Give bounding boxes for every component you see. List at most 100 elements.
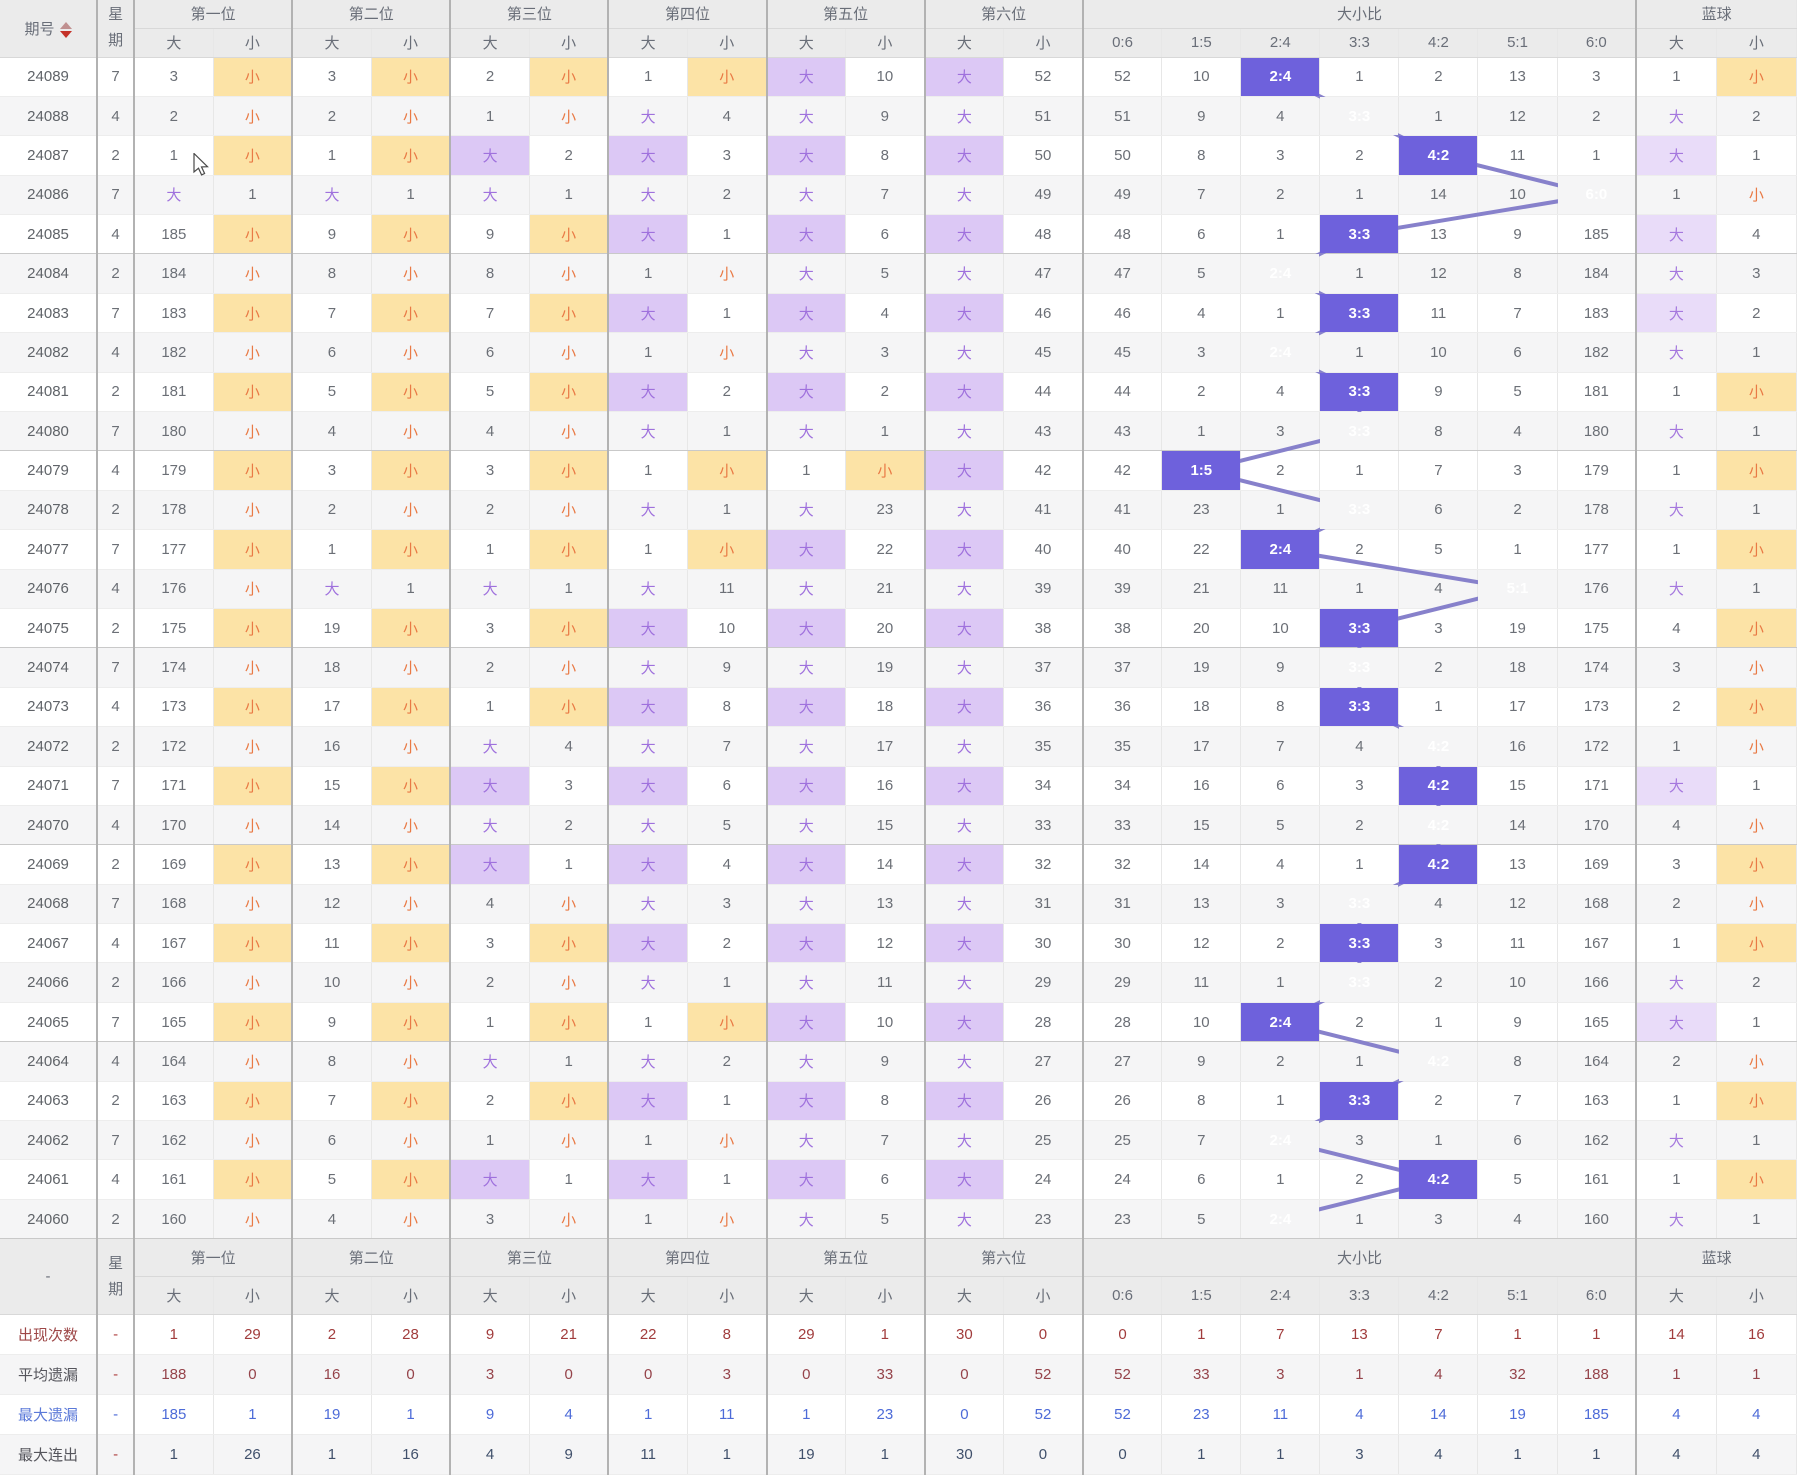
ratio-miss-cell: 22 — [1161, 529, 1242, 570]
big-col-header: 大 — [765, 28, 847, 58]
sort-arrows-icon[interactable] — [59, 21, 72, 38]
ratio-miss-cell: 10 — [1477, 175, 1558, 216]
ratio-miss-cell: 25 — [1081, 1120, 1163, 1161]
big-hit-cell: 大 — [291, 569, 372, 609]
summary-value-cell: 1 — [291, 1434, 372, 1475]
small-hit-cell: 小 — [213, 608, 293, 649]
summary-value-cell: 185 — [1557, 1394, 1637, 1436]
miss-count-cell: 1 — [529, 175, 609, 216]
blue-ball-section-header: 蓝球 — [1635, 0, 1797, 29]
ratio-miss-cell: 24 — [1081, 1159, 1163, 1200]
blue-big-hit-cell: 大 — [1635, 293, 1717, 334]
ratio-miss-cell: 31 — [1081, 884, 1163, 925]
week-cell: 7 — [96, 766, 135, 806]
big-hit-cell: 大 — [923, 57, 1005, 97]
blue-miss-cell: 1 — [1635, 450, 1717, 491]
miss-count-cell: 6 — [449, 332, 530, 373]
small-hit-cell: 小 — [371, 805, 451, 846]
summary-value-cell: 1 — [1635, 1354, 1717, 1396]
ratio-miss-cell: 1 — [1240, 214, 1321, 255]
ratio-miss-cell: 5 — [1477, 1159, 1558, 1200]
summary-value-cell: 0 — [607, 1354, 688, 1396]
miss-count-cell: 3 — [449, 608, 530, 649]
position-header-3: 第三位 — [449, 1238, 609, 1278]
blue-miss-cell: 1 — [1635, 726, 1717, 767]
miss-count-cell: 10 — [291, 962, 372, 1003]
miss-count-cell: 2 — [449, 962, 530, 1003]
issue-cell: 24071 — [0, 766, 98, 806]
miss-count-cell: 1 — [449, 1002, 530, 1043]
ratio-miss-cell: 16 — [1477, 726, 1558, 767]
ratio-miss-cell: 27 — [1081, 1041, 1163, 1082]
small-hit-cell: 小 — [213, 57, 293, 97]
big-hit-cell: 大 — [923, 490, 1005, 531]
blue-small-hit-cell: 小 — [1716, 647, 1797, 688]
small-col-header: 小 — [845, 1276, 926, 1316]
summary-value-cell: 4 — [1398, 1354, 1479, 1396]
miss-count-cell: 1 — [607, 253, 688, 294]
week-cell: 7 — [96, 1120, 135, 1161]
miss-count-cell: 26 — [1003, 1081, 1084, 1122]
blue-miss-cell: 1 — [1716, 1120, 1797, 1161]
miss-count-cell: 3 — [133, 57, 214, 97]
issue-cell: 24065 — [0, 1002, 98, 1043]
big-col-header: 大 — [133, 28, 214, 58]
big-hit-cell: 大 — [765, 1081, 847, 1122]
blue-big-hit-cell: 大 — [1635, 1120, 1717, 1161]
small-hit-cell: 小 — [687, 529, 768, 570]
ratio-miss-cell: 4 — [1240, 96, 1321, 137]
miss-count-cell: 163 — [133, 1081, 214, 1122]
big-col-header: 大 — [133, 1276, 214, 1316]
big-col-header: 大 — [449, 1276, 530, 1316]
small-hit-cell: 小 — [213, 450, 293, 491]
miss-count-cell: 21 — [845, 569, 926, 609]
table-row: 24079 4 179 小 3 小 3 小 1 小 1 小大 42 42 1:5 2 1 7 3 179 1 小 — [0, 450, 1797, 491]
small-hit-cell: 小 — [529, 490, 609, 531]
blue-big-hit-cell: 大 — [1635, 490, 1717, 531]
miss-count-cell: 8 — [687, 687, 768, 728]
miss-count-cell: 41 — [1003, 490, 1084, 531]
blue-small-hit-cell: 小 — [1716, 687, 1797, 728]
table-row: 24063 2 163 小 7 小 2 小大 1 大 8 大 26 26 8 1 3:3 2 7 163 1 小 — [0, 1081, 1797, 1122]
week-cell: 4 — [96, 96, 135, 137]
blue-big-hit-cell: 大 — [1635, 332, 1717, 373]
ratio-col-header: 2:4 — [1240, 1276, 1321, 1316]
blue-miss-cell: 1 — [1716, 411, 1797, 452]
miss-count-cell: 11 — [291, 923, 372, 964]
miss-count-cell: 45 — [1003, 332, 1084, 373]
ratio-miss-cell: 172 — [1557, 726, 1637, 767]
miss-count-cell: 22 — [845, 529, 926, 570]
miss-count-cell: 2 — [449, 1081, 530, 1122]
table-row: 24082 4 182 小 6 小 6 小 1 小大 3 大 45 45 3 2:4 1 10 6 182 大 1 — [0, 332, 1797, 373]
miss-count-cell: 2 — [133, 96, 214, 137]
miss-count-cell: 8 — [449, 253, 530, 294]
miss-count-cell: 8 — [291, 253, 372, 294]
small-hit-cell: 小 — [213, 844, 293, 885]
ratio-miss-cell: 47 — [1081, 253, 1163, 294]
blue-small-hit-cell: 小 — [1716, 884, 1797, 925]
summary-value-cell: 16 — [291, 1354, 372, 1396]
miss-count-cell: 34 — [1003, 766, 1084, 806]
small-col-header: 小 — [371, 1276, 451, 1316]
ratio-miss-cell: 2 — [1398, 57, 1479, 97]
ratio-hit-cell: 3:3 — [1319, 962, 1400, 1003]
table-row: 24076 4 176 小大 1 大 1 大 11 大 21 大 39 39 21 11 1 4 5:1 176 大 1 — [0, 569, 1797, 609]
big-hit-cell: 大 — [923, 96, 1005, 137]
miss-count-cell: 168 — [133, 884, 214, 925]
summary-value-cell: 9 — [449, 1314, 530, 1356]
summary-value-cell: 19 — [1477, 1394, 1558, 1436]
summary-value-cell: 29 — [213, 1314, 293, 1356]
issue-cell: 24067 — [0, 923, 98, 964]
big-hit-cell: 大 — [607, 608, 688, 649]
small-hit-cell: 小 — [213, 805, 293, 846]
table-row: 24084 2 184 小 8 小 8 小 1 小大 5 大 47 47 5 2:4 1 12 8 184 大 3 — [0, 253, 1797, 294]
ratio-miss-cell: 34 — [1081, 766, 1163, 806]
ratio-miss-cell: 1 — [1240, 962, 1321, 1003]
ratio-miss-cell: 174 — [1557, 647, 1637, 688]
issue-number-sort-header[interactable]: 期号 — [0, 0, 98, 58]
miss-count-cell: 3 — [687, 135, 768, 176]
small-hit-cell: 小 — [371, 884, 451, 925]
summary-value-cell: 1 — [765, 1394, 847, 1436]
miss-count-cell: 164 — [133, 1041, 214, 1082]
summary-value-cell: 1 — [687, 1434, 768, 1475]
